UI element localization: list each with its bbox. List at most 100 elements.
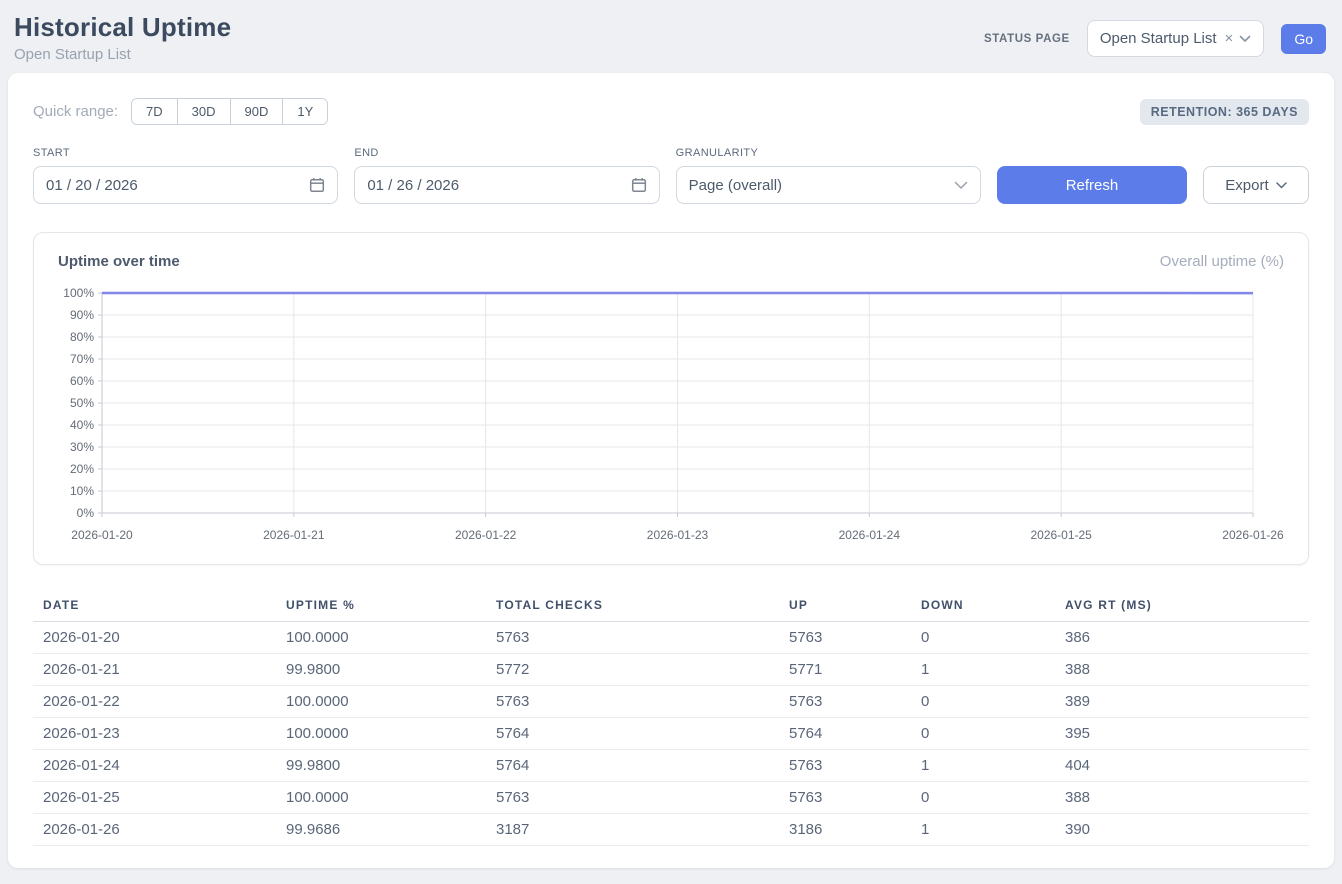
page-title: Historical Uptime [14,12,232,42]
table-cell: 100.0000 [276,717,486,750]
table-cell: 0 [911,621,1055,654]
granularity-select[interactable]: Page (overall) [675,166,981,204]
start-date-value: 01 / 20 / 2026 [46,176,138,194]
x-tick-label: 2026-01-21 [263,528,325,542]
table-cell: 3187 [486,813,779,846]
table-row: 2026-01-22 100.0000 5763 5763 0 389 [33,685,1309,718]
table-cell: 100.0000 [276,781,486,814]
status-page-label: STATUS PAGE [983,32,1070,45]
table-cell: 386 [1055,621,1309,654]
status-page-controls: STATUS PAGE Open Startup List × Go [984,20,1326,57]
table-cell: 5763 [779,621,911,654]
table-row: 2026-01-24 99.9800 5764 5763 1 404 [33,749,1309,782]
table-cell: 2026-01-24 [33,749,276,782]
y-tick-label: 100% [63,286,94,300]
table-cell: 99.9686 [276,813,486,846]
main-panel: Quick range: 7D 30D 90D 1Y RETENTION: 365 D… [8,73,1334,868]
y-tick-label: 50% [70,396,94,410]
table-row: 2026-01-25 100.0000 5763 5763 0 388 [33,781,1309,814]
table-cell: 388 [1055,781,1309,814]
x-tick-label: 2026-01-26 [1222,528,1284,542]
column-header: DATE [33,589,276,622]
y-tick-label: 0% [77,506,95,520]
granularity-selected-value: Page (overall) [688,176,783,194]
end-date-label: END [354,147,379,159]
end-date-input[interactable]: 01 / 26 / 2026 [354,166,660,204]
quick-range-30d-button[interactable]: 30D [177,99,231,124]
column-header: UP [779,589,911,622]
table-body: 2026-01-20 100.0000 5763 5763 0 386 2026-01-21… [33,621,1309,846]
column-header: DOWN [911,589,1055,622]
table-cell: 2026-01-20 [33,621,276,654]
table-cell: 2026-01-26 [33,813,276,846]
table-cell: 5772 [486,653,779,686]
x-tick-label: 2026-01-20 [71,528,133,542]
table-cell: 2026-01-21 [33,653,276,686]
granularity-field: GRANULARITY Page (overall) [675,147,981,204]
start-date-input[interactable]: 01 / 20 / 2026 [33,166,339,204]
refresh-button[interactable]: Refresh [996,166,1187,204]
go-button[interactable]: Go [1281,23,1326,54]
export-button-label: Export [1225,176,1269,194]
chevron-down-icon [954,181,968,189]
y-tick-label: 40% [70,418,94,432]
chevron-down-icon [1240,35,1251,42]
table-cell: 3186 [779,813,911,846]
quick-range-row: Quick range: 7D 30D 90D 1Y RETENTION: 365 D… [33,98,1309,125]
table-cell: 2026-01-25 [33,781,276,814]
x-tick-label: 2026-01-25 [1030,528,1092,542]
y-tick-label: 90% [70,308,94,322]
end-date-field: END 01 / 26 / 2026 [354,147,660,204]
start-date-field: START 01 / 20 / 2026 [33,147,339,204]
chevron-down-icon [1275,181,1287,188]
quick-range-1y-button[interactable]: 1Y [283,99,328,124]
table-cell: 5763 [486,621,779,654]
column-header: TOTAL CHECKS [486,589,779,622]
table-cell: 5763 [779,685,911,718]
table-cell: 388 [1055,653,1309,686]
export-button[interactable]: Export [1202,166,1309,204]
table-cell: 99.9800 [276,653,486,686]
table-header: DATE UPTIME % TOTAL CHECKS UP DOWN AVG RT (MS… [33,589,1309,622]
table-row: 2026-01-23 100.0000 5764 5764 0 395 [33,717,1309,750]
x-tick-label: 2026-01-24 [839,528,901,542]
calendar-icon[interactable] [309,177,325,193]
table-cell: 0 [911,685,1055,718]
table-row: 2026-01-20 100.0000 5763 5763 0 386 [33,621,1309,654]
quick-range-group: 7D 30D 90D 1Y [131,98,329,125]
table-cell: 2026-01-22 [33,685,276,718]
granularity-label: GRANULARITY [675,147,759,159]
table-cell: 1 [911,653,1055,686]
table-cell: 5763 [779,781,911,814]
table-cell: 0 [911,717,1055,750]
page-subtitle: Open Startup List [14,46,131,63]
x-tick-label: 2026-01-22 [455,528,517,542]
y-tick-label: 70% [70,352,94,366]
quick-range-label: Quick range: [33,103,119,120]
uptime-chart-card: Uptime over time Overall uptime (%) 0% 10… [33,232,1309,565]
retention-badge: RETENTION: 365 DAYS [1139,98,1309,125]
x-tick-label: 2026-01-23 [647,528,709,542]
quick-range-90d-button[interactable]: 90D [230,99,284,124]
calendar-icon[interactable] [631,177,647,193]
table-cell: 5764 [486,749,779,782]
table-cell: 5763 [486,685,779,718]
table-cell: 0 [911,781,1055,814]
chart-title: Uptime over time [58,253,180,270]
y-tick-label: 60% [70,374,94,388]
clear-selection-icon[interactable]: × [1224,30,1234,47]
table-cell: 390 [1055,813,1309,846]
table-cell: 5771 [779,653,911,686]
status-page-select[interactable]: Open Startup List × [1086,20,1265,57]
chart-legend: Overall uptime (%) [1159,253,1284,270]
table-cell: 5763 [779,749,911,782]
table-row: 2026-01-21 99.9800 5772 5771 1 388 [33,653,1309,686]
table-cell: 395 [1055,717,1309,750]
table-cell: 1 [911,813,1055,846]
table-cell: 100.0000 [276,621,486,654]
quick-range-7d-button[interactable]: 7D [132,99,178,124]
uptime-table: DATE UPTIME % TOTAL CHECKS UP DOWN AVG RT (MS… [33,589,1309,846]
table-cell: 99.9800 [276,749,486,782]
filters-row: START 01 / 20 / 2026 END 01 / 26 / 2026 … [33,147,1309,204]
